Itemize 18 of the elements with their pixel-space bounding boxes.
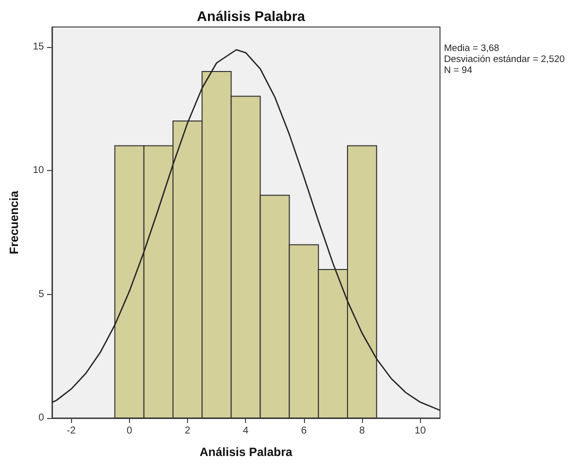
x-tick-label: 10 [414, 426, 426, 436]
x-tick-label: 2 [184, 426, 191, 436]
text: N = 94 [444, 65, 472, 76]
x-tick-label: 6 [301, 426, 308, 436]
line-series [51, 49, 441, 411]
y-tick-label: 5 [38, 288, 44, 300]
y-tick-label: 15 [32, 41, 44, 52]
y-axis-title: Frecuencia [7, 190, 21, 254]
chart-title: Análisis Palabra [196, 8, 306, 24]
y-tick-label: 10 [32, 165, 44, 176]
text: Media = 3,68 [444, 43, 500, 54]
x-axis-title: Análisis Palabra [200, 445, 293, 459]
y-tick-label: 0 [38, 412, 44, 424]
x-tick-label: -2 [66, 426, 76, 436]
text: Desviación estándar = 2,520 [444, 54, 565, 65]
x-tick-label: 0 [126, 426, 133, 436]
x-tick-label: 4 [242, 426, 249, 436]
x-tick-label: 8 [359, 426, 366, 436]
